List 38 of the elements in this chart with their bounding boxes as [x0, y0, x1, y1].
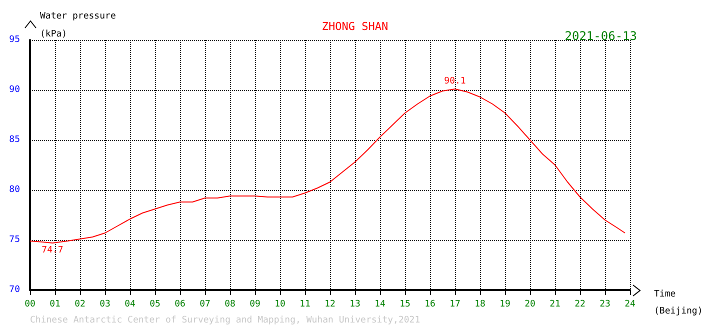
line-series	[30, 88, 626, 244]
x-tick-label: 16	[424, 300, 436, 310]
x-tick-label: 09	[250, 300, 260, 310]
y-tick-label: 75	[9, 235, 20, 245]
chart-subtitle: 2021-06-13	[564, 29, 638, 43]
annotation: 90.1	[444, 76, 466, 86]
x-tick-label: 08	[224, 300, 236, 310]
chart-title: ZHONG SHAN	[322, 20, 388, 33]
x-tick-label: 13	[350, 300, 360, 310]
x-tick-label: 22	[574, 300, 586, 310]
x-tick-label: 12	[324, 300, 336, 310]
y-tick-label: 85	[9, 135, 20, 145]
y-tick-label: 70	[9, 285, 20, 295]
y-tick-label: 90	[9, 85, 20, 95]
x-axis-title: Time (Beijing)	[654, 290, 703, 316]
x-tick-label: 00	[24, 300, 36, 310]
x-tick-label: 06	[174, 300, 186, 310]
x-tick-label: 02	[74, 300, 86, 310]
x-tick-label: 10	[274, 300, 286, 310]
x-tick-label: 20	[524, 300, 536, 310]
x-tick-label: 14	[374, 300, 386, 310]
x-tick-label: 03	[100, 300, 110, 310]
x-tick-label: 17	[450, 300, 460, 310]
y-tick-label: 80	[9, 185, 20, 195]
x-tick-label: 11	[300, 300, 310, 310]
annotation: 74.7	[42, 246, 64, 256]
y-axis-title: Water pressure (kPa)	[40, 12, 116, 40]
x-tick-label: 18	[474, 300, 486, 310]
x-tick-label: 19	[500, 300, 510, 310]
x-tick-label: 07	[200, 300, 210, 310]
x-tick-label: 04	[124, 300, 136, 310]
x-tick-label: 24	[624, 300, 636, 310]
x-tick-label: 23	[600, 300, 610, 310]
x-tick-label: 15	[400, 300, 410, 310]
x-tick-label: 21	[550, 300, 560, 310]
x-tick-label: 05	[150, 300, 160, 310]
y-tick-label: 95	[9, 35, 20, 45]
x-tick-label: 01	[50, 300, 60, 310]
